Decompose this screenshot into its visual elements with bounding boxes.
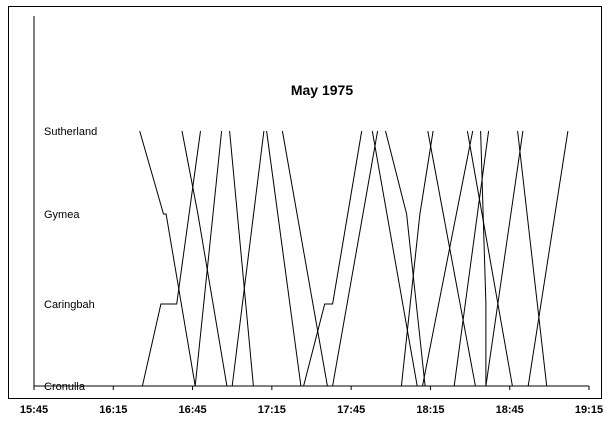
x-tick-label: 15:45 [20,404,48,416]
train-path-16 [453,130,490,387]
train-path-6 [231,130,265,387]
x-tick-label: 18:45 [496,404,524,416]
x-tick-label: 18:15 [416,404,444,416]
train-path-13 [400,130,434,387]
station-labels: Cronulla Caringbah Gymea Sutherland [44,126,97,393]
x-tick-label: 17:15 [258,404,286,416]
station-label-cronulla: Cronulla [44,381,86,393]
train-path-1 [139,130,196,387]
train-path-9 [303,130,363,387]
train-path-4 [194,130,223,387]
train-path-21 [480,130,487,386]
train-path-20 [527,130,569,387]
x-tick-label: 16:45 [179,404,207,416]
chart-title: May 1975 [291,82,353,98]
train-path-11 [371,130,418,387]
train-path-5 [229,130,254,387]
x-tick-label: 19:15 [575,404,603,416]
train-path-15 [422,130,474,387]
train-path-7 [266,130,302,387]
train-path-8 [281,130,328,387]
train-path-14 [427,130,476,387]
station-label-sutherland: Sutherland [44,126,97,138]
train-path-10 [332,130,379,387]
train-path-17 [466,130,513,387]
x-tick-label: 16:15 [99,404,127,416]
train-path-19 [517,130,548,387]
train-path-3 [181,130,228,387]
train-path-12 [385,130,426,387]
x-tick-label: 17:45 [337,404,365,416]
train-path-2 [141,130,201,387]
x-axis-ticks: 15:45 16:15 16:45 17:15 17:45 18:15 18:45 19:15 [20,386,603,416]
train-path-18 [485,130,524,387]
station-label-gymea: Gymea [44,209,80,221]
train-paths [139,130,569,387]
station-label-caringbah: Caringbah [44,299,95,311]
